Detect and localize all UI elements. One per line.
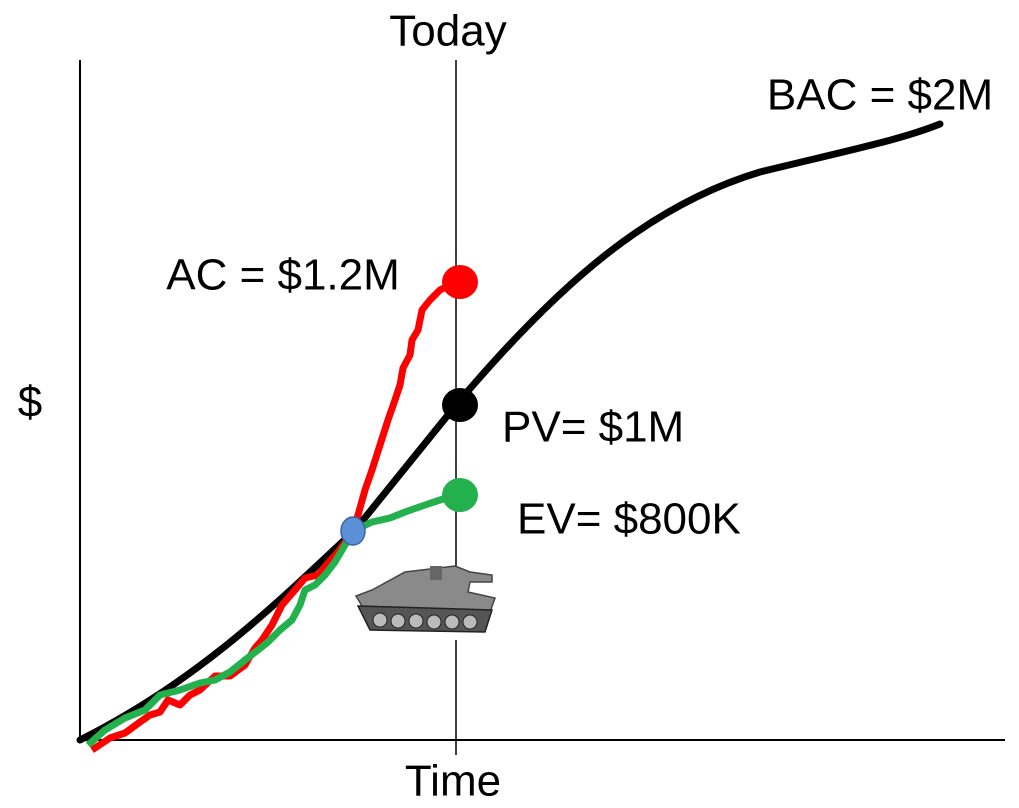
x-axis-label: Time [405,757,501,806]
pv-label: PV= $1M [502,403,684,452]
earned-value-diagram: Today Time $ BAC = $2M AC = $1.2M PV= $1… [0,0,1019,808]
ac-point [442,265,478,299]
ev-label: EV= $800K [517,495,741,544]
bac-label: BAC = $2M [767,71,993,120]
divergence-point [341,517,365,545]
ac-label: AC = $1.2M [166,251,400,300]
today-label: Today [389,7,506,56]
tank-icon [356,566,496,640]
y-axis-label: $ [18,378,42,427]
ev-point [442,478,478,512]
pv-point [442,388,478,422]
